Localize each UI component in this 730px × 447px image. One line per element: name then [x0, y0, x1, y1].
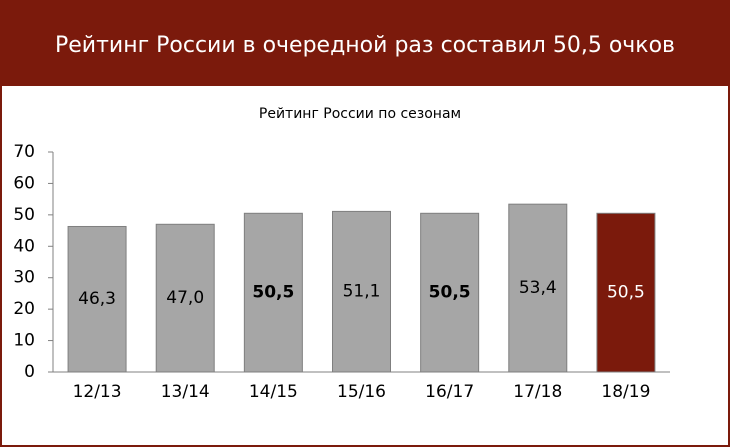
- x-tick-label: 17/18: [513, 382, 562, 402]
- y-tick-label: 10: [13, 331, 35, 351]
- y-tick-label: 30: [13, 268, 35, 288]
- y-tick-label: 70: [13, 142, 35, 162]
- x-tick-label: 15/16: [337, 382, 386, 402]
- bar: [420, 212, 480, 373]
- bar: [332, 210, 391, 373]
- y-tick-label: 0: [24, 362, 35, 382]
- y-tick-label: 40: [13, 236, 35, 256]
- x-tick-label: 18/19: [601, 382, 650, 402]
- y-tick-label: 50: [13, 205, 35, 225]
- x-tick-label: 12/13: [73, 382, 122, 402]
- bar: [596, 212, 656, 373]
- value-label: 50,5: [607, 283, 645, 303]
- value-label: 50,5: [252, 283, 294, 303]
- value-label: 46,3: [78, 289, 116, 309]
- x-tick-label: 13/14: [161, 382, 210, 402]
- chart-subtitle: Рейтинг России по сезонам: [259, 106, 461, 122]
- value-label: 51,1: [343, 282, 381, 302]
- bar: [243, 212, 303, 373]
- value-label: 47,0: [166, 288, 204, 308]
- x-tick-label: 14/15: [249, 382, 298, 402]
- y-tick-label: 60: [13, 173, 35, 193]
- value-label: 53,4: [519, 278, 557, 298]
- chart-title: Рейтинг России в очередной раз составил …: [55, 33, 675, 58]
- x-tick-label: 16/17: [425, 382, 474, 402]
- y-tick-label: 20: [13, 299, 35, 319]
- bar: [508, 203, 568, 373]
- value-label: 50,5: [429, 283, 471, 303]
- header: [0, 0, 730, 86]
- bar: [67, 225, 127, 373]
- bar: [155, 223, 215, 373]
